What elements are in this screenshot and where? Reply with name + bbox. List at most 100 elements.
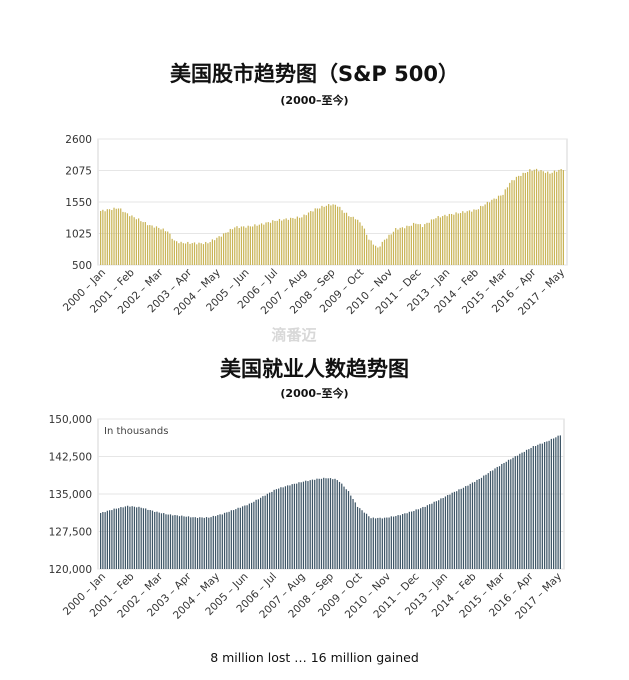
bar — [486, 201, 488, 265]
bar — [467, 485, 469, 569]
bar — [272, 220, 274, 265]
bar — [120, 208, 122, 265]
bar — [419, 224, 421, 265]
bar — [468, 210, 471, 265]
bar — [318, 478, 320, 569]
bar — [287, 219, 290, 265]
bar — [312, 211, 314, 265]
bar — [104, 512, 106, 569]
bar — [549, 173, 551, 265]
bar — [514, 456, 516, 569]
footnote: 8 million lost … 16 million gained — [210, 650, 419, 665]
bar — [332, 204, 334, 265]
bar — [410, 225, 412, 265]
bar — [104, 211, 106, 265]
bar — [361, 225, 363, 265]
bar — [438, 500, 440, 569]
bar — [334, 478, 336, 569]
bar — [377, 517, 379, 569]
bar — [354, 502, 356, 569]
bar — [196, 517, 199, 569]
bar — [497, 195, 500, 265]
bar — [408, 511, 410, 569]
bar — [558, 169, 560, 265]
bar — [314, 479, 316, 569]
bar — [284, 486, 287, 569]
bar — [341, 483, 343, 569]
bar — [528, 449, 530, 569]
bar — [546, 441, 548, 569]
bar — [492, 470, 494, 569]
bar — [383, 239, 386, 265]
y-tick-label: 120,000 — [49, 564, 92, 576]
bar — [198, 242, 200, 265]
bar — [190, 517, 192, 569]
bar — [169, 233, 171, 265]
bar — [422, 506, 424, 569]
bar — [249, 226, 252, 265]
bar — [406, 513, 408, 569]
bar — [330, 205, 332, 265]
bar — [129, 506, 131, 569]
bar — [151, 225, 153, 265]
bar — [184, 243, 187, 265]
bar — [115, 208, 117, 265]
bar — [420, 508, 422, 569]
bar — [392, 231, 395, 265]
bar — [496, 466, 498, 569]
bar — [142, 222, 144, 265]
bar — [212, 515, 214, 569]
bar — [163, 513, 165, 569]
bar — [109, 510, 111, 569]
bar — [511, 180, 513, 265]
bar — [216, 237, 218, 265]
bar — [136, 507, 138, 569]
bar — [260, 223, 263, 265]
y-tick-label: 500 — [72, 260, 92, 272]
bar — [298, 217, 301, 265]
bar — [278, 218, 281, 265]
bar — [164, 231, 167, 265]
bar — [226, 512, 228, 569]
bar — [457, 213, 459, 265]
bar — [255, 499, 257, 569]
bar — [482, 206, 484, 265]
bar — [251, 502, 253, 569]
bar — [487, 473, 489, 569]
bar — [319, 208, 321, 265]
bar — [350, 495, 352, 569]
bar — [220, 236, 222, 265]
bar — [292, 218, 294, 265]
bar — [527, 171, 529, 265]
bar — [253, 501, 255, 569]
bar — [560, 169, 562, 265]
bar — [338, 481, 341, 569]
bar — [525, 449, 528, 569]
bar — [480, 205, 482, 265]
bar — [160, 513, 163, 569]
bar — [485, 474, 487, 569]
bar — [328, 204, 330, 265]
bar — [102, 209, 104, 265]
bar — [178, 243, 180, 265]
bar — [453, 491, 456, 569]
bar — [379, 517, 381, 569]
bar — [450, 214, 453, 265]
bar — [209, 242, 211, 265]
bar — [386, 517, 388, 569]
bar — [247, 225, 249, 265]
y-tick-label: 127,500 — [49, 527, 92, 539]
bar — [370, 240, 372, 265]
bar — [182, 243, 184, 265]
bar — [235, 509, 237, 569]
bar — [478, 478, 480, 569]
bar — [500, 195, 502, 265]
bar — [381, 518, 383, 569]
bar — [167, 514, 169, 569]
bar — [444, 496, 447, 569]
bar — [495, 198, 497, 265]
bar — [537, 444, 539, 569]
bar — [476, 479, 478, 569]
chart1-title: 美国股市趋势图（S&P 500） — [170, 62, 459, 86]
bar — [507, 459, 510, 569]
